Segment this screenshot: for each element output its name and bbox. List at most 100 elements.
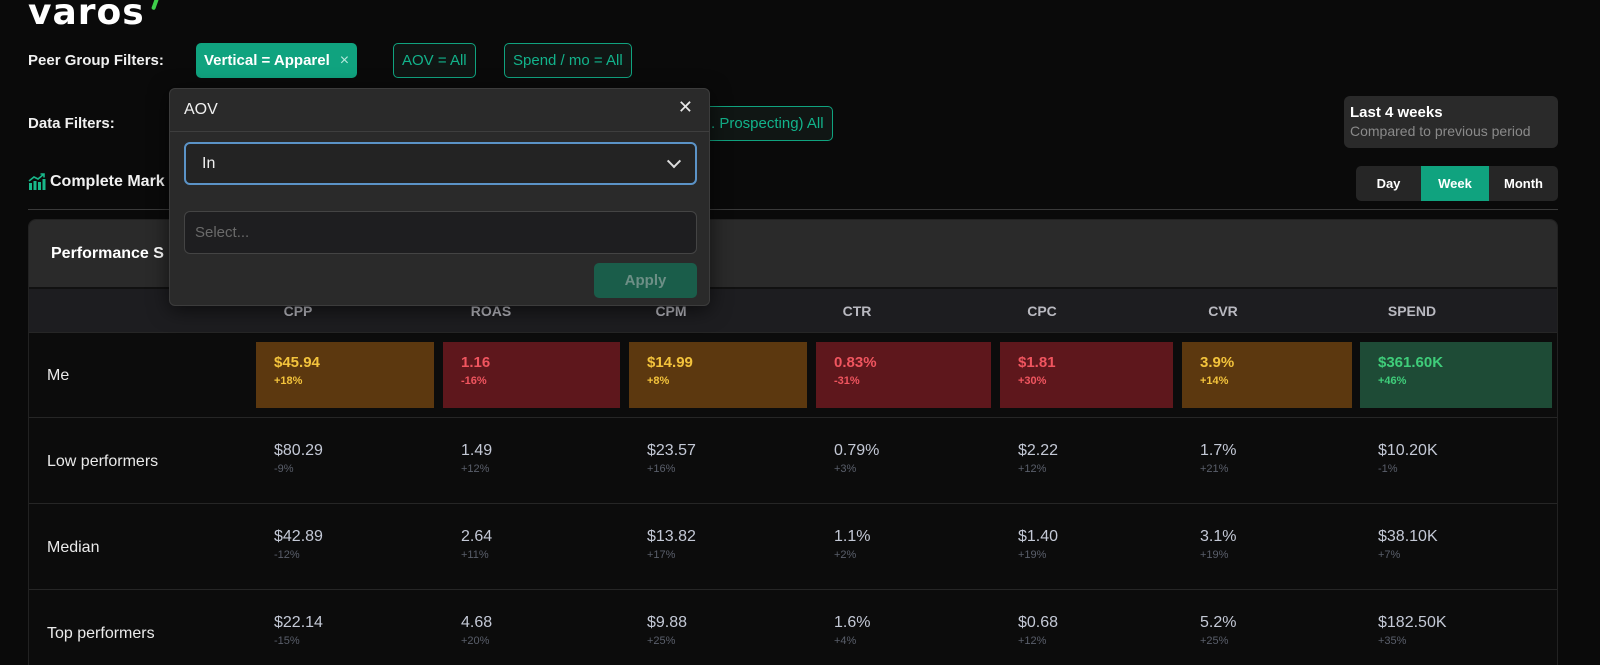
chart-growth-icon (28, 173, 46, 190)
peer-group-filters-label: Peer Group Filters: (28, 52, 164, 69)
metric-delta: +16% (647, 463, 676, 475)
table-row-top-performers: Top performers $22.14 -15% 4.68 +20% $9.88… (29, 589, 1557, 665)
metric-cell-cpm: $9.88 +25% (647, 614, 687, 647)
operator-select[interactable]: In (184, 142, 697, 185)
metric-value: 1.7% (1200, 442, 1237, 459)
section-title: Complete Mark (28, 173, 165, 191)
filter-chip-aov[interactable]: AOV = All (393, 43, 476, 78)
chevron-down-icon (666, 153, 682, 168)
metric-value: 1.49 (461, 442, 493, 459)
section-divider (28, 209, 1558, 210)
table-row-me: Me $45.94 +18% 1.16 -16% $14.99 +8% 0.83… (29, 332, 1557, 417)
metric-delta: -31% (834, 375, 860, 387)
metric-cell-spend: $182.50K +35% (1378, 614, 1447, 647)
metric-delta: +17% (647, 549, 676, 561)
metric-delta: -15% (274, 635, 300, 647)
metric-value: $45.94 (274, 354, 320, 371)
metric-delta: +25% (1200, 635, 1229, 647)
metric-value: $10.20K (1378, 442, 1438, 459)
metric-value: 1.16 (461, 354, 491, 371)
metric-delta: +2% (834, 549, 857, 561)
metric-value: $14.99 (647, 354, 693, 371)
metric-delta: +18% (274, 375, 303, 387)
metric-value: $182.50K (1378, 614, 1447, 631)
varos-logo[interactable]: varos (28, 0, 159, 33)
metric-delta: +30% (1018, 375, 1047, 387)
filter-chip-vertical[interactable]: Vertical = Apparel × (196, 43, 358, 78)
metric-cell-cvr: 1.7% +21% (1200, 442, 1236, 475)
aov-filter-popover: AOV ✕ In Apply (169, 88, 710, 306)
row-label: Median (47, 539, 100, 556)
metric-cell-cpc: $1.40 +19% (1018, 528, 1058, 561)
metric-cell-cpp: $80.29 -9% (274, 442, 323, 475)
chip-label: Vertical = Apparel (204, 52, 330, 69)
column-header-cpm[interactable]: CPM (655, 303, 687, 319)
metric-value: 1.1% (834, 528, 871, 545)
filter-chip-spend[interactable]: Spend / mo = All (504, 43, 632, 78)
metric-delta: +46% (1378, 375, 1407, 387)
column-header-cvr[interactable]: CVR (1208, 303, 1238, 319)
metric-delta: +12% (1018, 463, 1047, 475)
metric-delta: +25% (647, 635, 676, 647)
metric-value: 0.79% (834, 442, 880, 459)
metric-value: $1.81 (1018, 354, 1056, 371)
metric-value: $42.89 (274, 528, 323, 545)
metric-cell-cpc: $2.22 +12% (1018, 442, 1058, 475)
metric-delta: -12% (274, 549, 300, 561)
metric-value: $361.60K (1378, 354, 1444, 371)
metric-cell-cvr[interactable]: 3.9% +14% (1182, 342, 1352, 408)
metric-cell-cpm[interactable]: $14.99 +8% (629, 342, 807, 408)
row-label: Me (47, 367, 70, 384)
metric-cell-spend: $10.20K -1% (1378, 442, 1438, 475)
value-select-input[interactable] (184, 211, 697, 254)
metric-delta: +3% (834, 463, 857, 475)
table-row-low-performers: Low performers $80.29 -9% 1.49 +12% $23.57… (29, 417, 1557, 503)
metric-delta: +19% (1200, 549, 1229, 561)
metric-delta: +20% (461, 635, 490, 647)
metric-cell-roas: 1.49 +12% (461, 442, 492, 475)
metric-cell-cpp: $42.89 -12% (274, 528, 323, 561)
column-header-cpc[interactable]: CPC (1027, 303, 1057, 319)
metric-cell-ctr[interactable]: 0.83% -31% (816, 342, 991, 408)
metric-cell-cpc[interactable]: $1.81 +30% (1000, 342, 1173, 408)
granularity-week[interactable]: Week (1421, 166, 1489, 201)
close-icon[interactable]: ✕ (677, 97, 693, 117)
metric-cell-roas: 2.64 +11% (461, 528, 492, 561)
metric-value: $23.57 (647, 442, 696, 459)
column-header-ctr[interactable]: CTR (842, 303, 872, 319)
metric-value: 4.68 (461, 614, 493, 631)
metric-cell-cpm: $23.57 +16% (647, 442, 696, 475)
metric-value: 1.6% (834, 614, 871, 631)
remove-icon[interactable]: × (339, 51, 350, 69)
data-filters-label: Data Filters: (28, 115, 115, 132)
metric-cell-spend[interactable]: $361.60K +46% (1360, 342, 1552, 408)
metric-value: $0.68 (1018, 614, 1059, 631)
metric-cell-cpp: $22.14 -15% (274, 614, 323, 647)
table-row-median: Median $42.89 -12% 2.64 +11% $13.82 +17% 1.… (29, 503, 1557, 589)
metric-cell-roas: 4.68 +20% (461, 614, 492, 647)
metric-delta: +12% (461, 463, 490, 475)
metric-value: 3.9% (1200, 354, 1235, 371)
granularity-day[interactable]: Day (1376, 176, 1401, 191)
metric-cell-cpp[interactable]: $45.94 +18% (256, 342, 434, 408)
metric-delta: -1% (1378, 463, 1398, 475)
granularity-month[interactable]: Month (1504, 176, 1543, 191)
metric-delta: +4% (834, 635, 857, 647)
column-header-roas[interactable]: ROAS (470, 303, 512, 319)
metric-delta: +21% (1200, 463, 1229, 475)
metric-delta: +35% (1378, 635, 1407, 647)
metric-delta: +19% (1018, 549, 1047, 561)
metric-cell-roas[interactable]: 1.16 -16% (443, 342, 620, 408)
operator-value: In (202, 154, 216, 172)
metric-delta: +12% (1018, 635, 1047, 647)
metric-value: $1.40 (1018, 528, 1059, 545)
apply-button[interactable]: Apply (594, 263, 697, 298)
date-range-picker[interactable]: Last 4 weeks Compared to previous period (1344, 96, 1558, 148)
granularity-toggle: Day Week Month (1356, 166, 1558, 201)
column-header-spend[interactable]: SPEND (1387, 303, 1437, 319)
logo-accent-icon (150, 0, 159, 11)
column-header-cpp[interactable]: CPP (283, 303, 313, 319)
date-range-subtitle: Compared to previous period (1350, 123, 1531, 139)
metric-delta: -9% (274, 463, 294, 475)
metric-value: 3.1% (1200, 528, 1237, 545)
